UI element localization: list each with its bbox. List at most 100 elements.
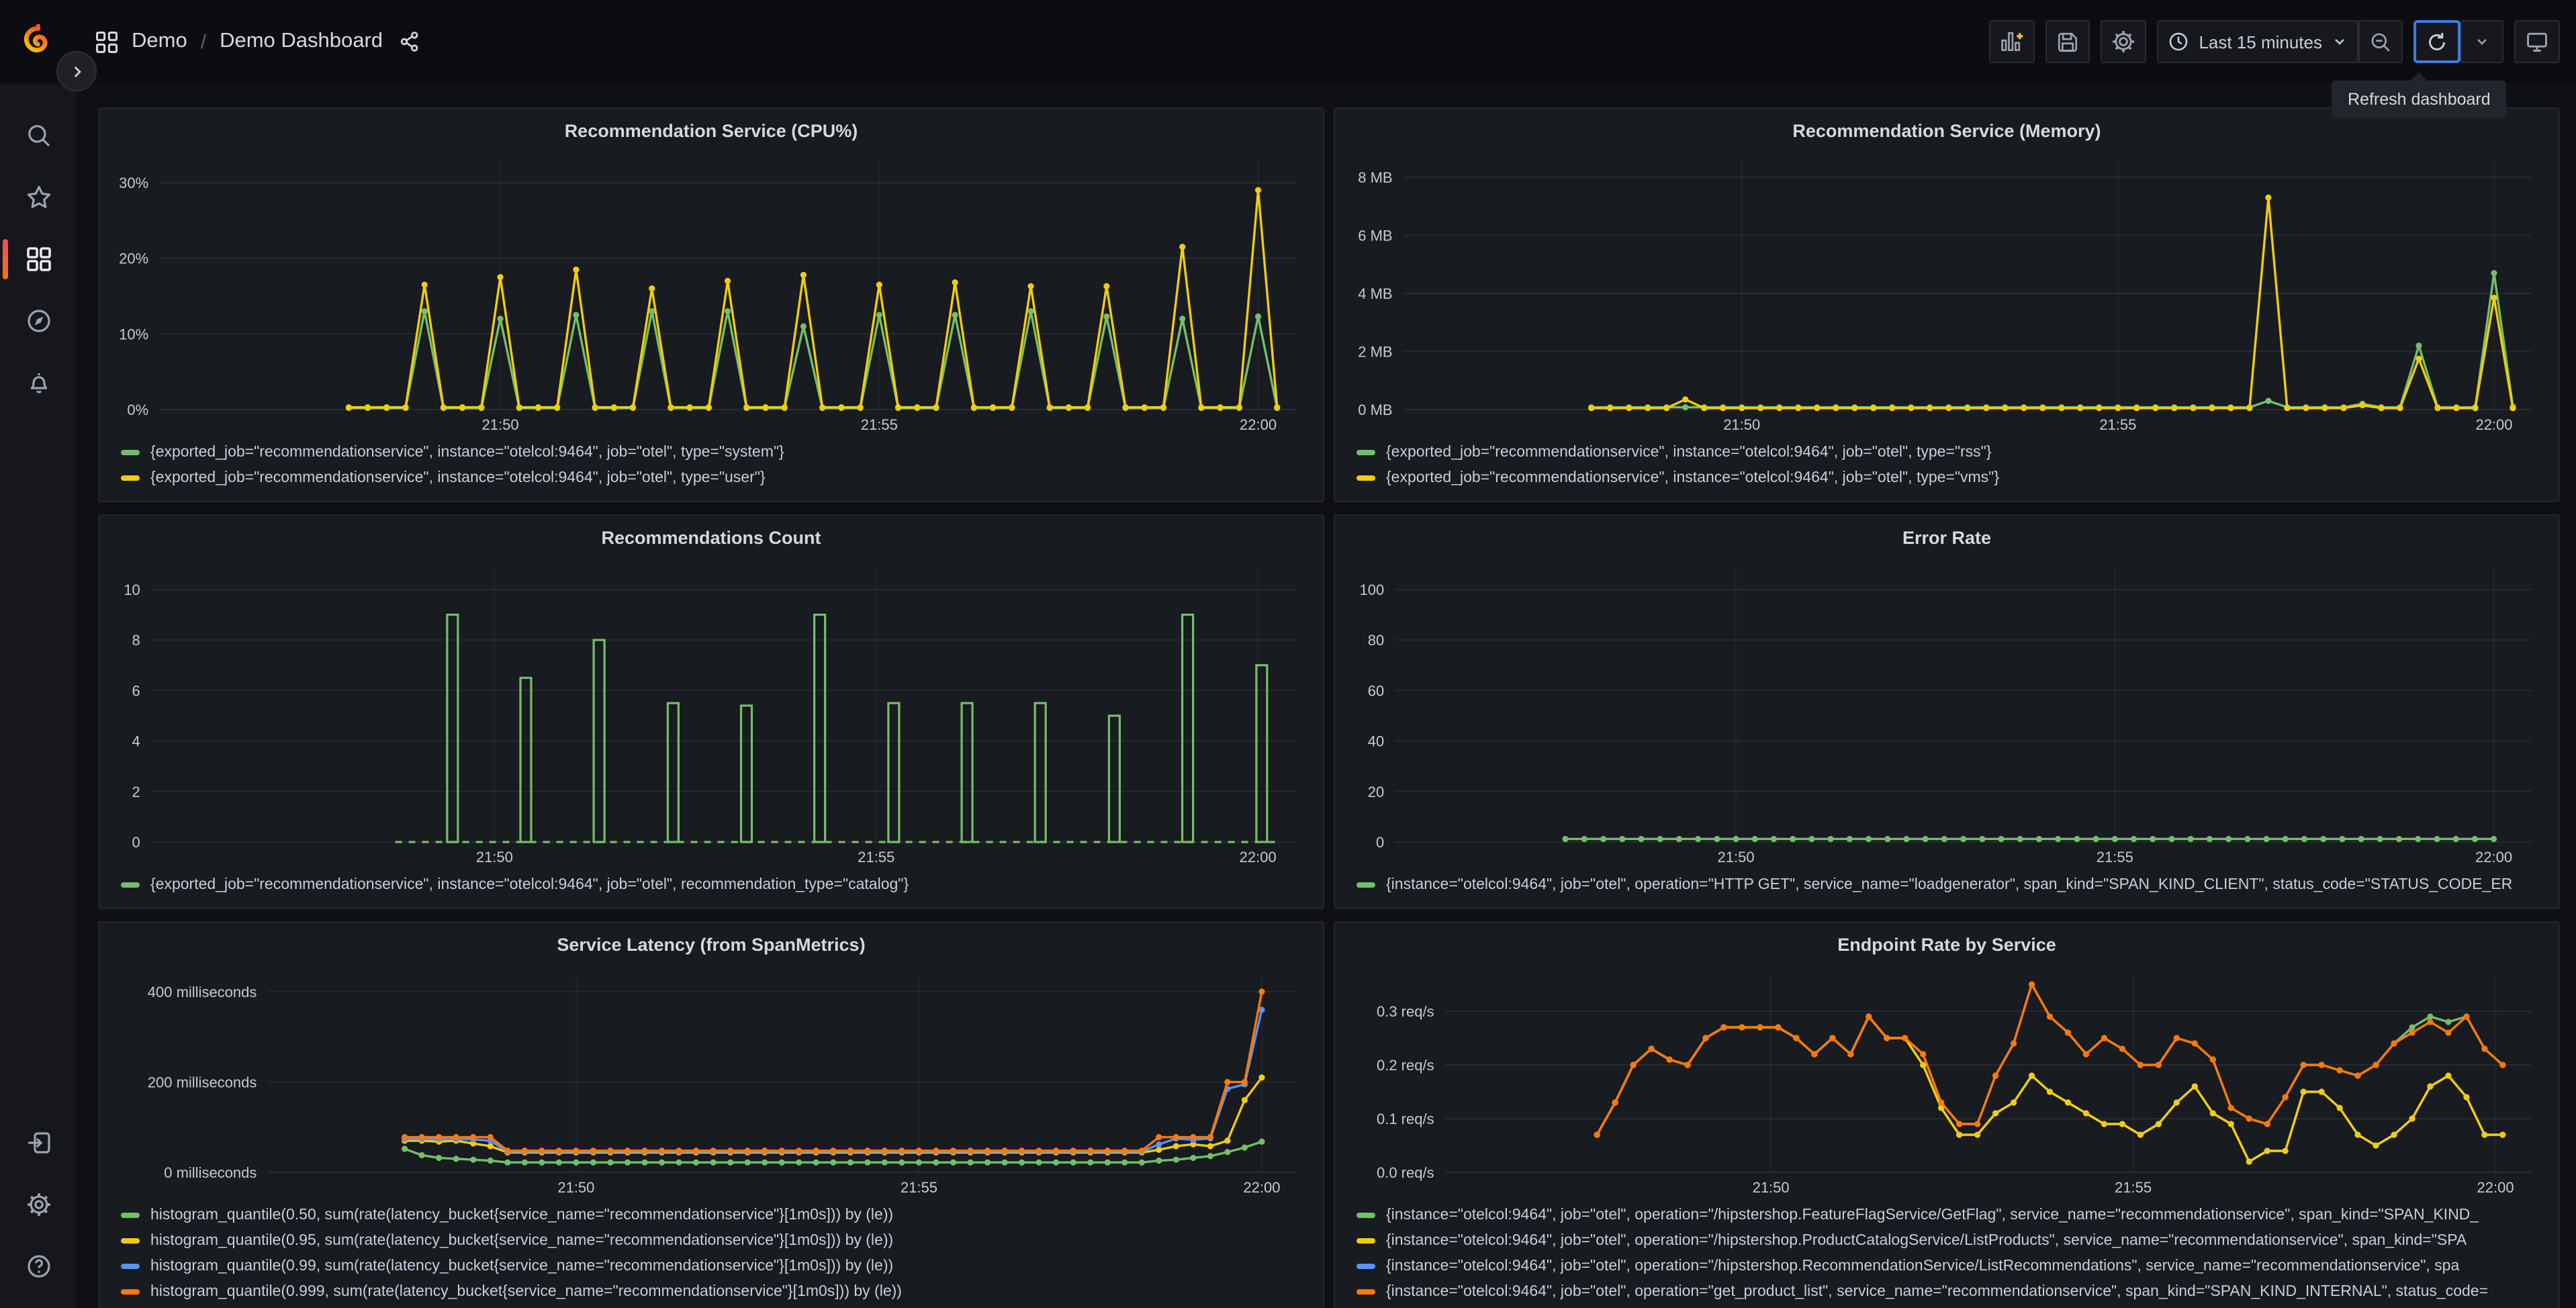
refresh-dashboard-button[interactable]	[2413, 20, 2460, 63]
chart-area[interactable]: 21:50 21:55 22:00 0.0 req/s 0.1 req/s 0.2 req…	[1348, 963, 2545, 1199]
panel-legend: {exported_job="recommendationservice", i…	[113, 869, 1309, 900]
chevron-right-icon	[73, 65, 81, 77]
chart-area[interactable]: 21:50 21:55 22:00 0 milliseconds 200 millise…	[113, 963, 1309, 1199]
legend-item[interactable]: histogram_quantile(0.50, sum(rate(latenc…	[121, 1202, 1309, 1227]
sidebar-nav	[0, 83, 77, 1308]
chart-area[interactable]: 21:50 21:55 22:00 0% 10% 20% 30%	[113, 149, 1309, 436]
panel-title[interactable]: Error Rate	[1902, 528, 1992, 548]
legend-label: {instance="otelcol:9464", job="otel", op…	[1386, 876, 2513, 892]
svg-text:22:00: 22:00	[1243, 1179, 1280, 1196]
time-range-picker[interactable]: Last 15 minutes	[2157, 20, 2358, 63]
sidebar-item-dashboards[interactable]	[0, 228, 77, 290]
cycle-view-mode-button[interactable]	[2514, 20, 2560, 63]
legend-swatch-green	[1356, 882, 1375, 887]
sidebar-item-starred[interactable]	[0, 167, 77, 228]
panel-title[interactable]: Recommendation Service (CPU%)	[564, 121, 858, 141]
breadcrumb-section[interactable]: Demo	[132, 30, 187, 52]
svg-text:0.3 req/s: 0.3 req/s	[1377, 1003, 1434, 1020]
chart-area[interactable]: 21:50 21:55 22:00 0 20 40 60 80 100	[1348, 556, 2545, 869]
sidebar-item-help[interactable]	[0, 1235, 77, 1297]
svg-text:400 milliseconds: 400 milliseconds	[148, 984, 257, 1000]
legend-swatch-orange	[1356, 1289, 1375, 1294]
sidebar-item-search[interactable]	[0, 105, 77, 167]
dashboard-settings-button[interactable]	[2101, 20, 2147, 63]
refresh-tooltip: Refresh dashboard	[2332, 81, 2507, 118]
sidebar-item-sign-in[interactable]	[0, 1112, 77, 1174]
sidebar-expand-button[interactable]	[56, 51, 97, 91]
legend-label: histogram_quantile(0.999, sum(rate(laten…	[150, 1283, 902, 1299]
legend-swatch-green	[1356, 449, 1375, 455]
refresh-icon	[2429, 32, 2445, 50]
chart-canvas[interactable]: 21:50 21:55 22:00 0 2 4 6 8 10	[113, 556, 1309, 869]
panel-title[interactable]: Service Latency (from SpanMetrics)	[557, 935, 866, 955]
svg-text:40: 40	[1368, 733, 1384, 750]
search-icon	[28, 125, 50, 147]
dashboard-canvas: Recommendation Service (CPU%) 21:50 21:55…	[77, 83, 2576, 1308]
svg-text:22:00: 22:00	[1240, 416, 1277, 433]
svg-text:21:50: 21:50	[1723, 416, 1760, 433]
zoom-out-time-button[interactable]	[2358, 20, 2403, 63]
legend-item[interactable]: {exported_job="recommendationservice", i…	[1356, 465, 2545, 490]
sidebar-item-alerting[interactable]	[0, 352, 77, 414]
panel-title[interactable]: Recommendation Service (Memory)	[1792, 121, 2101, 141]
chart-canvas[interactable]: 21:50 21:55 22:00 0 MB 2 MB 4 MB 6 MB 8 MB	[1348, 149, 2545, 436]
legend-item[interactable]: {instance="otelcol:9464", job="otel", op…	[1356, 1227, 2545, 1253]
legend-item[interactable]: {instance="otelcol:9464", job="otel", op…	[1356, 872, 2545, 897]
share-icon[interactable]	[399, 31, 420, 52]
legend-swatch-orange	[121, 1289, 140, 1294]
refresh-interval-dropdown[interactable]	[2460, 20, 2503, 63]
legend-label: {instance="otelcol:9464", job="otel", op…	[1386, 1207, 2479, 1223]
chart-canvas[interactable]: 21:50 21:55 22:00 0% 10% 20% 30%	[113, 149, 1309, 436]
breadcrumb-page[interactable]: Demo Dashboard	[220, 30, 383, 52]
breadcrumb: Demo / Demo Dashboard	[95, 30, 420, 54]
grafana-logo[interactable]	[0, 0, 77, 83]
panel-recommendation-service-memory-: Recommendation Service (Memory) 21:50 21:…	[1334, 107, 2560, 502]
dashboard-settings-icon	[2113, 31, 2135, 52]
chart-area[interactable]: 21:50 21:55 22:00 0 MB 2 MB 4 MB 6 MB 8 MB	[1348, 149, 2545, 436]
panel-legend: histogram_quantile(0.50, sum(rate(latenc…	[113, 1199, 1309, 1307]
legend-label: {exported_job="recommendationservice", i…	[1386, 444, 1992, 460]
zoom-out-icon	[2371, 32, 2390, 51]
svg-text:100: 100	[1359, 581, 1384, 598]
legend-item[interactable]: histogram_quantile(0.99, sum(rate(latenc…	[121, 1253, 1309, 1278]
legend-swatch-yellow	[1356, 1237, 1375, 1243]
legend-item[interactable]: {exported_job="recommendationservice", i…	[121, 439, 1309, 465]
svg-text:22:00: 22:00	[2477, 1179, 2514, 1196]
legend-item[interactable]: {exported_job="recommendationservice", i…	[121, 465, 1309, 490]
panel-recommendation-service-cpu-: Recommendation Service (CPU%) 21:50 21:55…	[98, 107, 1324, 502]
svg-text:21:50: 21:50	[1718, 849, 1755, 866]
legend-item[interactable]: histogram_quantile(0.95, sum(rate(latenc…	[121, 1227, 1309, 1253]
legend-item[interactable]: histogram_quantile(0.999, sum(rate(laten…	[121, 1278, 1309, 1304]
chart-canvas[interactable]: 21:50 21:55 22:00 0.0 req/s 0.1 req/s 0.2 req…	[1348, 963, 2545, 1199]
chart-canvas[interactable]: 21:50 21:55 22:00 0 milliseconds 200 millise…	[113, 963, 1309, 1199]
legend-item[interactable]: {exported_job="recommendationservice", i…	[121, 872, 1309, 897]
svg-text:21:55: 21:55	[2115, 1179, 2152, 1196]
top-nav-bar: Demo / Demo Dashboard	[0, 0, 2576, 83]
legend-swatch-yellow	[121, 1237, 140, 1243]
add-panel-button[interactable]	[1989, 20, 2035, 63]
dashboard-toolbar: Last 15 minutes	[1989, 20, 2560, 63]
panel-legend: {exported_job="recommendationservice", i…	[113, 436, 1309, 493]
svg-text:22:00: 22:00	[1240, 849, 1277, 866]
save-dashboard-button[interactable]	[2045, 20, 2090, 63]
help-icon	[27, 1255, 50, 1278]
svg-text:20%: 20%	[119, 250, 148, 267]
panel-title[interactable]: Recommendations Count	[601, 528, 821, 548]
chart-canvas[interactable]: 21:50 21:55 22:00 0 20 40 60 80 100	[1348, 556, 2545, 869]
svg-text:21:50: 21:50	[1753, 1179, 1790, 1196]
legend-item[interactable]: {instance="otelcol:9464", job="otel", op…	[1356, 1253, 2545, 1278]
svg-text:21:55: 21:55	[2099, 416, 2136, 433]
legend-item[interactable]: {instance="otelcol:9464", job="otel", op…	[1356, 1278, 2545, 1304]
sidebar-item-explore[interactable]	[0, 290, 77, 352]
svg-text:22:00: 22:00	[2475, 849, 2512, 866]
legend-item[interactable]: {instance="otelcol:9464", job="otel", op…	[1356, 1202, 2545, 1227]
refresh-interval-chevron-icon	[2477, 39, 2487, 45]
svg-text:0 MB: 0 MB	[1358, 402, 1392, 418]
chart-area[interactable]: 21:50 21:55 22:00 0 2 4 6 8 10	[113, 556, 1309, 869]
svg-text:21:50: 21:50	[557, 1179, 594, 1196]
sidebar-item-server-admin[interactable]	[0, 1174, 77, 1235]
legend-item[interactable]: {exported_job="recommendationservice", i…	[1356, 439, 2545, 465]
panel-title[interactable]: Endpoint Rate by Service	[1837, 935, 2056, 955]
svg-text:2: 2	[132, 784, 140, 800]
legend-label: {exported_job="recommendationservice", i…	[1386, 469, 2000, 485]
